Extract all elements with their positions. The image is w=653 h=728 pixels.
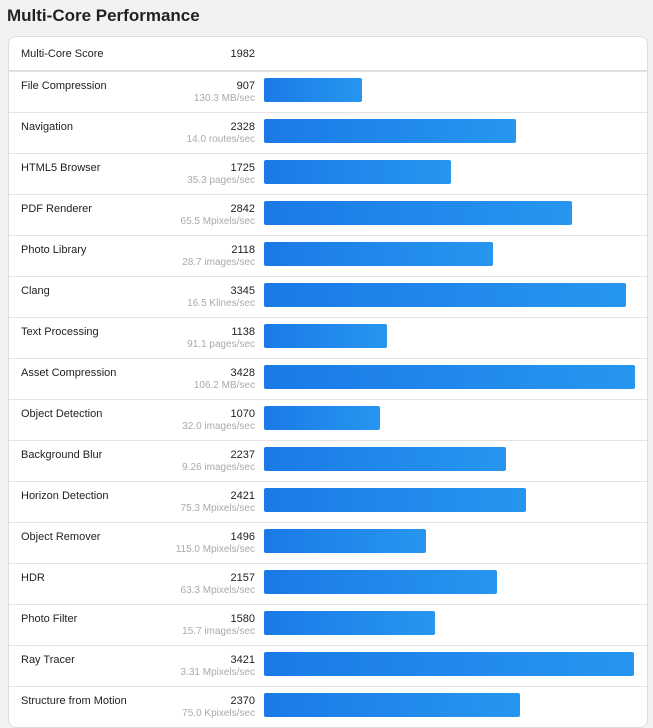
- benchmark-score: 907: [236, 80, 255, 92]
- benchmark-throughput: 63.3 Mpixels/sec: [180, 585, 255, 596]
- benchmark-score: 1496: [230, 531, 255, 543]
- benchmark-row: Object Detection 1070 32.0 images/sec: [9, 399, 647, 440]
- multi-core-score-row: Multi-Core Score 1982: [9, 37, 647, 71]
- benchmark-bar: [264, 652, 635, 676]
- benchmark-throughput: 35.3 pages/sec: [187, 175, 255, 186]
- benchmark-score: 1580: [230, 613, 255, 625]
- benchmark-throughput: 14.0 routes/sec: [186, 134, 255, 145]
- benchmark-bar: [264, 201, 572, 225]
- benchmark-row: Structure from Motion 2370 75.0 Kpixels/…: [9, 686, 647, 727]
- benchmark-throughput: 65.5 Mpixels/sec: [180, 216, 255, 227]
- benchmark-throughput: 32.0 images/sec: [182, 421, 255, 432]
- benchmark-throughput: 9.26 images/sec: [182, 462, 255, 473]
- benchmark-row: File Compression 907 130.3 MB/sec: [9, 71, 647, 112]
- benchmark-bar: [264, 324, 388, 348]
- benchmark-score: 1725: [230, 162, 255, 174]
- benchmark-name: HTML5 Browser: [21, 162, 101, 174]
- benchmark-name: Navigation: [21, 121, 73, 133]
- benchmark-score: 3428: [230, 367, 255, 379]
- benchmark-score: 2370: [230, 695, 255, 707]
- benchmark-name: Asset Compression: [21, 367, 117, 379]
- benchmark-score: 1138: [231, 326, 255, 338]
- benchmark-name: Ray Tracer: [21, 654, 75, 666]
- benchmark-row: Photo Filter 1580 15.7 images/sec: [9, 604, 647, 645]
- benchmark-row: Ray Tracer 3421 3.31 Mpixels/sec: [9, 645, 647, 686]
- benchmark-bar: [264, 529, 426, 553]
- benchmark-score: 2421: [230, 490, 255, 502]
- benchmark-row: Asset Compression 3428 106.2 MB/sec: [9, 358, 647, 399]
- benchmark-row: HTML5 Browser 1725 35.3 pages/sec: [9, 153, 647, 194]
- benchmark-name: Clang: [21, 285, 50, 297]
- benchmark-throughput: 16.5 Klines/sec: [187, 298, 255, 309]
- benchmark-bar: [264, 406, 380, 430]
- benchmark-row: HDR 2157 63.3 Mpixels/sec: [9, 563, 647, 604]
- benchmark-name: Photo Filter: [21, 613, 78, 625]
- benchmark-bar: [264, 570, 498, 594]
- benchmark-score: 2157: [230, 572, 255, 584]
- benchmark-bar: [264, 488, 527, 512]
- benchmark-score: 2842: [230, 203, 255, 215]
- benchmark-bar: [264, 78, 363, 102]
- benchmark-bar: [264, 119, 516, 143]
- benchmark-throughput: 75.3 Mpixels/sec: [180, 503, 255, 514]
- benchmark-row: Navigation 2328 14.0 routes/sec: [9, 112, 647, 153]
- score-value: 1982: [230, 48, 255, 60]
- benchmark-bar: [264, 242, 494, 266]
- page-title: Multi-Core Performance: [7, 6, 200, 25]
- benchmark-throughput: 15.7 images/sec: [182, 626, 255, 637]
- benchmark-name: Horizon Detection: [21, 490, 109, 502]
- benchmark-name: Photo Library: [21, 244, 87, 256]
- benchmark-bar: [264, 693, 521, 717]
- results-card: Multi-Core Score 1982 File Compression 9…: [8, 36, 648, 728]
- benchmark-name: Structure from Motion: [21, 695, 127, 707]
- benchmark-name: PDF Renderer: [21, 203, 92, 215]
- benchmark-row: Clang 3345 16.5 Klines/sec: [9, 276, 647, 317]
- benchmark-bar: [264, 283, 627, 307]
- benchmark-name: File Compression: [21, 80, 107, 92]
- benchmark-throughput: 75.0 Kpixels/sec: [182, 708, 255, 719]
- benchmark-row: Horizon Detection 2421 75.3 Mpixels/sec: [9, 481, 647, 522]
- benchmark-throughput: 130.3 MB/sec: [193, 93, 255, 104]
- benchmark-name: Text Processing: [21, 326, 99, 338]
- benchmark-score: 2328: [230, 121, 255, 133]
- benchmark-row: Object Remover 1496 115.0 Mpixels/sec: [9, 522, 647, 563]
- benchmark-row: PDF Renderer 2842 65.5 Mpixels/sec: [9, 194, 647, 235]
- benchmark-row: Background Blur 2237 9.26 images/sec: [9, 440, 647, 481]
- benchmark-score: 3421: [230, 654, 255, 666]
- benchmark-bar: [264, 365, 635, 389]
- score-label: Multi-Core Score: [21, 48, 104, 60]
- benchmark-name: Object Detection: [21, 408, 103, 420]
- benchmark-throughput: 106.2 MB/sec: [193, 380, 255, 391]
- benchmark-name: HDR: [21, 572, 45, 584]
- benchmark-score: 1070: [230, 408, 255, 420]
- benchmark-name: Object Remover: [21, 531, 101, 543]
- benchmark-bar: [264, 447, 507, 471]
- benchmark-bar: [264, 160, 451, 184]
- benchmark-name: Background Blur: [21, 449, 103, 461]
- benchmark-score: 2237: [230, 449, 255, 461]
- benchmark-throughput: 3.31 Mpixels/sec: [180, 667, 255, 678]
- benchmark-bar: [264, 611, 435, 635]
- benchmark-throughput: 91.1 pages/sec: [187, 339, 255, 350]
- benchmark-throughput: 28.7 images/sec: [182, 257, 255, 268]
- benchmark-row: Text Processing 1138 91.1 pages/sec: [9, 317, 647, 358]
- benchmark-row: Photo Library 2118 28.7 images/sec: [9, 235, 647, 276]
- benchmark-throughput: 115.0 Mpixels/sec: [175, 544, 255, 555]
- benchmark-score: 3345: [230, 285, 255, 297]
- benchmark-score: 2118: [231, 244, 255, 256]
